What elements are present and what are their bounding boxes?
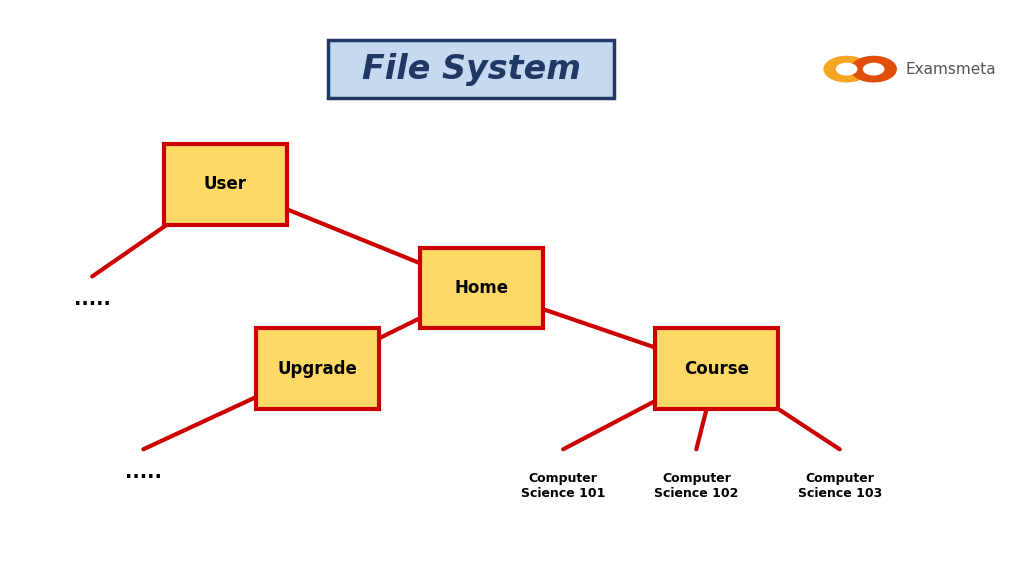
Text: Computer
Science 101: Computer Science 101	[521, 472, 605, 501]
FancyBboxPatch shape	[328, 40, 614, 98]
Text: User: User	[204, 175, 247, 194]
Circle shape	[837, 63, 857, 75]
Text: Computer
Science 103: Computer Science 103	[798, 472, 882, 501]
Text: Home: Home	[455, 279, 508, 297]
FancyBboxPatch shape	[655, 328, 778, 409]
Circle shape	[863, 63, 884, 75]
Text: Examsmeta: Examsmeta	[905, 62, 996, 77]
Text: Computer
Science 102: Computer Science 102	[654, 472, 738, 501]
Text: Course: Course	[684, 359, 750, 378]
Text: File System: File System	[361, 52, 581, 86]
Circle shape	[851, 56, 896, 82]
Circle shape	[824, 56, 869, 82]
FancyBboxPatch shape	[420, 248, 543, 328]
FancyBboxPatch shape	[164, 144, 287, 225]
Text: .....: .....	[125, 463, 162, 482]
Text: .....: .....	[74, 290, 111, 309]
Text: Upgrade: Upgrade	[278, 359, 357, 378]
FancyBboxPatch shape	[256, 328, 379, 409]
